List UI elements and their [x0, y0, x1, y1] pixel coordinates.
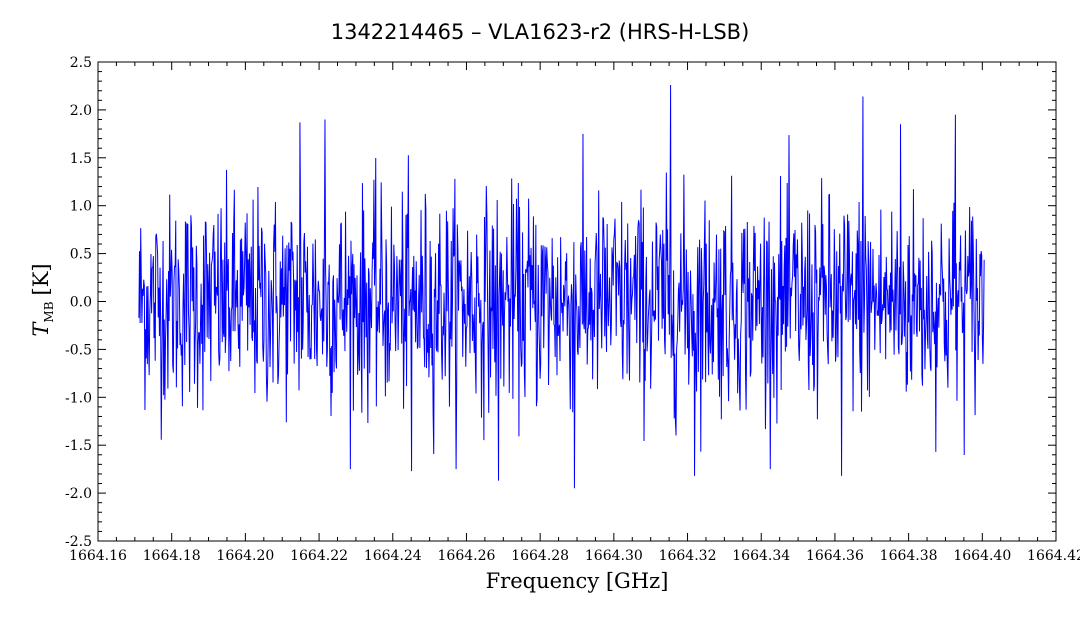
y-axis-label: TMB [K]: [29, 263, 56, 336]
x-tick-label: 1664.18: [143, 548, 201, 564]
x-tick-label: 1664.36: [806, 548, 864, 564]
spectrum-line: [138, 84, 985, 489]
x-axis-label: Frequency [GHz]: [486, 569, 669, 593]
y-tick-label: 0.5: [70, 247, 92, 263]
x-tick-label: 1664.32: [659, 548, 717, 564]
x-tick-label: 1664.42: [1027, 548, 1080, 564]
y-axis-label-unit: [K]: [29, 263, 53, 295]
x-tick-label: 1664.22: [290, 548, 348, 564]
spectrum-series: [138, 84, 985, 489]
x-tick-label: 1664.26: [438, 548, 496, 564]
y-tick-label: -2.0: [65, 486, 92, 502]
chart-title: 1342214465 – VLA1623-r2 (HRS-H-LSB): [331, 20, 750, 44]
y-axis-label-symbol: T: [29, 321, 53, 337]
x-tick-label: 1664.40: [953, 548, 1011, 564]
x-tick-label: 1664.30: [585, 548, 643, 564]
y-tick-label: 2.0: [70, 103, 92, 119]
y-tick-label: 1.0: [70, 199, 92, 215]
x-tick-label: 1664.20: [216, 548, 274, 564]
axis-ticks: [97, 61, 1057, 542]
y-tick-label: 2.5: [70, 55, 92, 71]
y-axis-label-subscript: MB: [42, 301, 56, 322]
y-tick-label: -2.5: [65, 534, 92, 550]
y-tick-label: 0.0: [70, 295, 92, 311]
x-tick-label: 1664.16: [69, 548, 127, 564]
x-tick-label: 1664.34: [732, 548, 790, 564]
y-tick-label: -0.5: [65, 342, 92, 358]
svg-text:TMB[K]: TMB [K]: [29, 263, 56, 336]
tick-labels: 1664.16 1664.18 1664.20 1664.22 1664.24 1664.…: [65, 55, 1080, 564]
x-tick-label: 1664.38: [880, 548, 938, 564]
y-tick-label: -1.5: [65, 438, 92, 454]
y-tick-label: 1.5: [70, 151, 92, 167]
y-tick-label: -1.0: [65, 390, 92, 406]
x-tick-label: 1664.24: [364, 548, 422, 564]
x-tick-label: 1664.28: [511, 548, 569, 564]
